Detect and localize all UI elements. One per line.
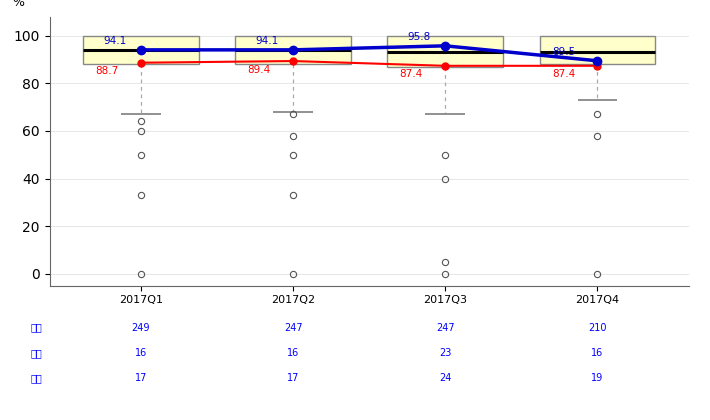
Text: 247: 247 [284, 323, 302, 333]
Text: 16: 16 [135, 348, 147, 358]
Text: 19: 19 [591, 373, 604, 383]
Bar [388, 36, 503, 67]
Text: 17: 17 [287, 373, 300, 383]
Text: 210: 210 [588, 323, 606, 333]
Text: 分母: 分母 [31, 373, 43, 383]
Text: 17: 17 [135, 373, 147, 383]
Text: 24: 24 [439, 373, 452, 383]
Text: 87.4: 87.4 [552, 69, 575, 79]
Text: 16: 16 [591, 348, 604, 358]
Text: 94.1: 94.1 [103, 36, 126, 46]
Text: 95.8: 95.8 [408, 32, 430, 42]
Y-axis label: %: % [12, 0, 23, 9]
Bar [540, 36, 655, 64]
Text: 249: 249 [132, 323, 151, 333]
Text: 施設: 施設 [31, 323, 43, 333]
Text: 16: 16 [287, 348, 299, 358]
Text: 89.5: 89.5 [552, 47, 575, 57]
Text: 94.1: 94.1 [255, 36, 278, 46]
Text: 分子: 分子 [31, 348, 43, 358]
Text: 23: 23 [439, 348, 452, 358]
Text: 88.7: 88.7 [95, 66, 119, 76]
Bar [235, 36, 351, 64]
Text: 87.4: 87.4 [400, 69, 423, 79]
Bar [83, 36, 199, 64]
Text: 89.4: 89.4 [248, 65, 271, 75]
Text: 247: 247 [436, 323, 454, 333]
